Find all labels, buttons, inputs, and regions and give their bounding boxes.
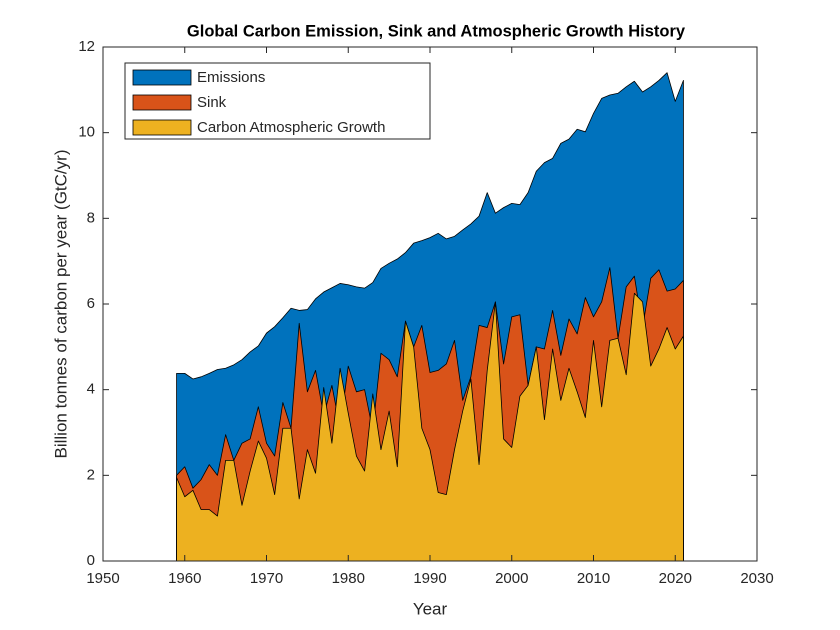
y-tick-label: 4 — [87, 381, 95, 398]
x-tick-label: 1960 — [168, 570, 201, 587]
y-axis-label: Billion tonnes of carbon per year (GtC/y… — [51, 150, 70, 459]
x-tick-label: 1990 — [413, 570, 446, 587]
area — [176, 292, 684, 562]
x-tick-label: 1950 — [86, 570, 119, 587]
legend-label: Emissions — [197, 69, 265, 86]
x-tick-label: 1970 — [250, 570, 283, 587]
y-tick-label: 2 — [87, 466, 95, 483]
y-tick-label: 12 — [78, 38, 95, 55]
x-axis-label: Year — [413, 599, 448, 618]
y-tick-label: 10 — [78, 124, 95, 141]
x-tick-label: 1980 — [332, 570, 365, 587]
y-tick-label: 0 — [87, 552, 95, 569]
legend-swatch — [132, 119, 192, 136]
y-tick-label: 6 — [87, 295, 95, 312]
x-tick-label: 2020 — [659, 570, 692, 587]
x-tick-label: 2030 — [740, 570, 773, 587]
legend-swatch — [132, 94, 192, 111]
legend-swatch — [132, 69, 192, 86]
x-tick-label: 2000 — [495, 570, 528, 587]
x-tick-label: 2010 — [577, 570, 610, 587]
legend-label: Sink — [197, 94, 227, 111]
legend-label: Carbon Atmospheric Growth — [197, 119, 385, 136]
chart-title: Global Carbon Emission, Sink and Atmosph… — [187, 22, 686, 40]
y-tick-label: 8 — [87, 209, 95, 226]
